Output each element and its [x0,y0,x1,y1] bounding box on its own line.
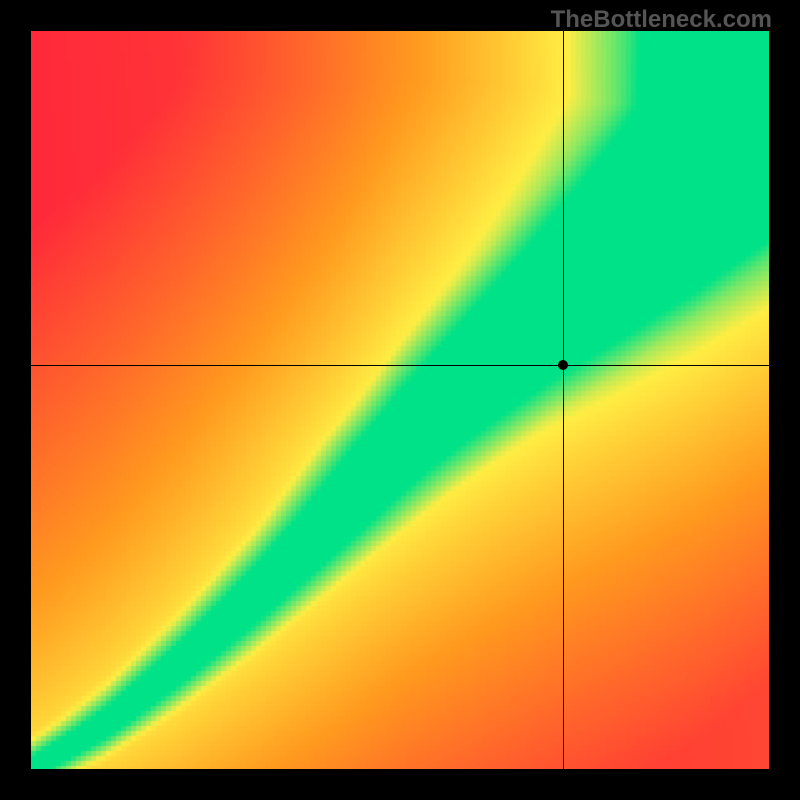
crosshair-marker-dot [558,360,568,370]
chart-container: TheBottleneck.com [0,0,800,800]
crosshair-horizontal [31,365,769,366]
plot-area [31,31,769,769]
watermark-text: TheBottleneck.com [551,6,772,34]
crosshair-vertical [563,31,564,769]
bottleneck-heatmap [31,31,769,769]
